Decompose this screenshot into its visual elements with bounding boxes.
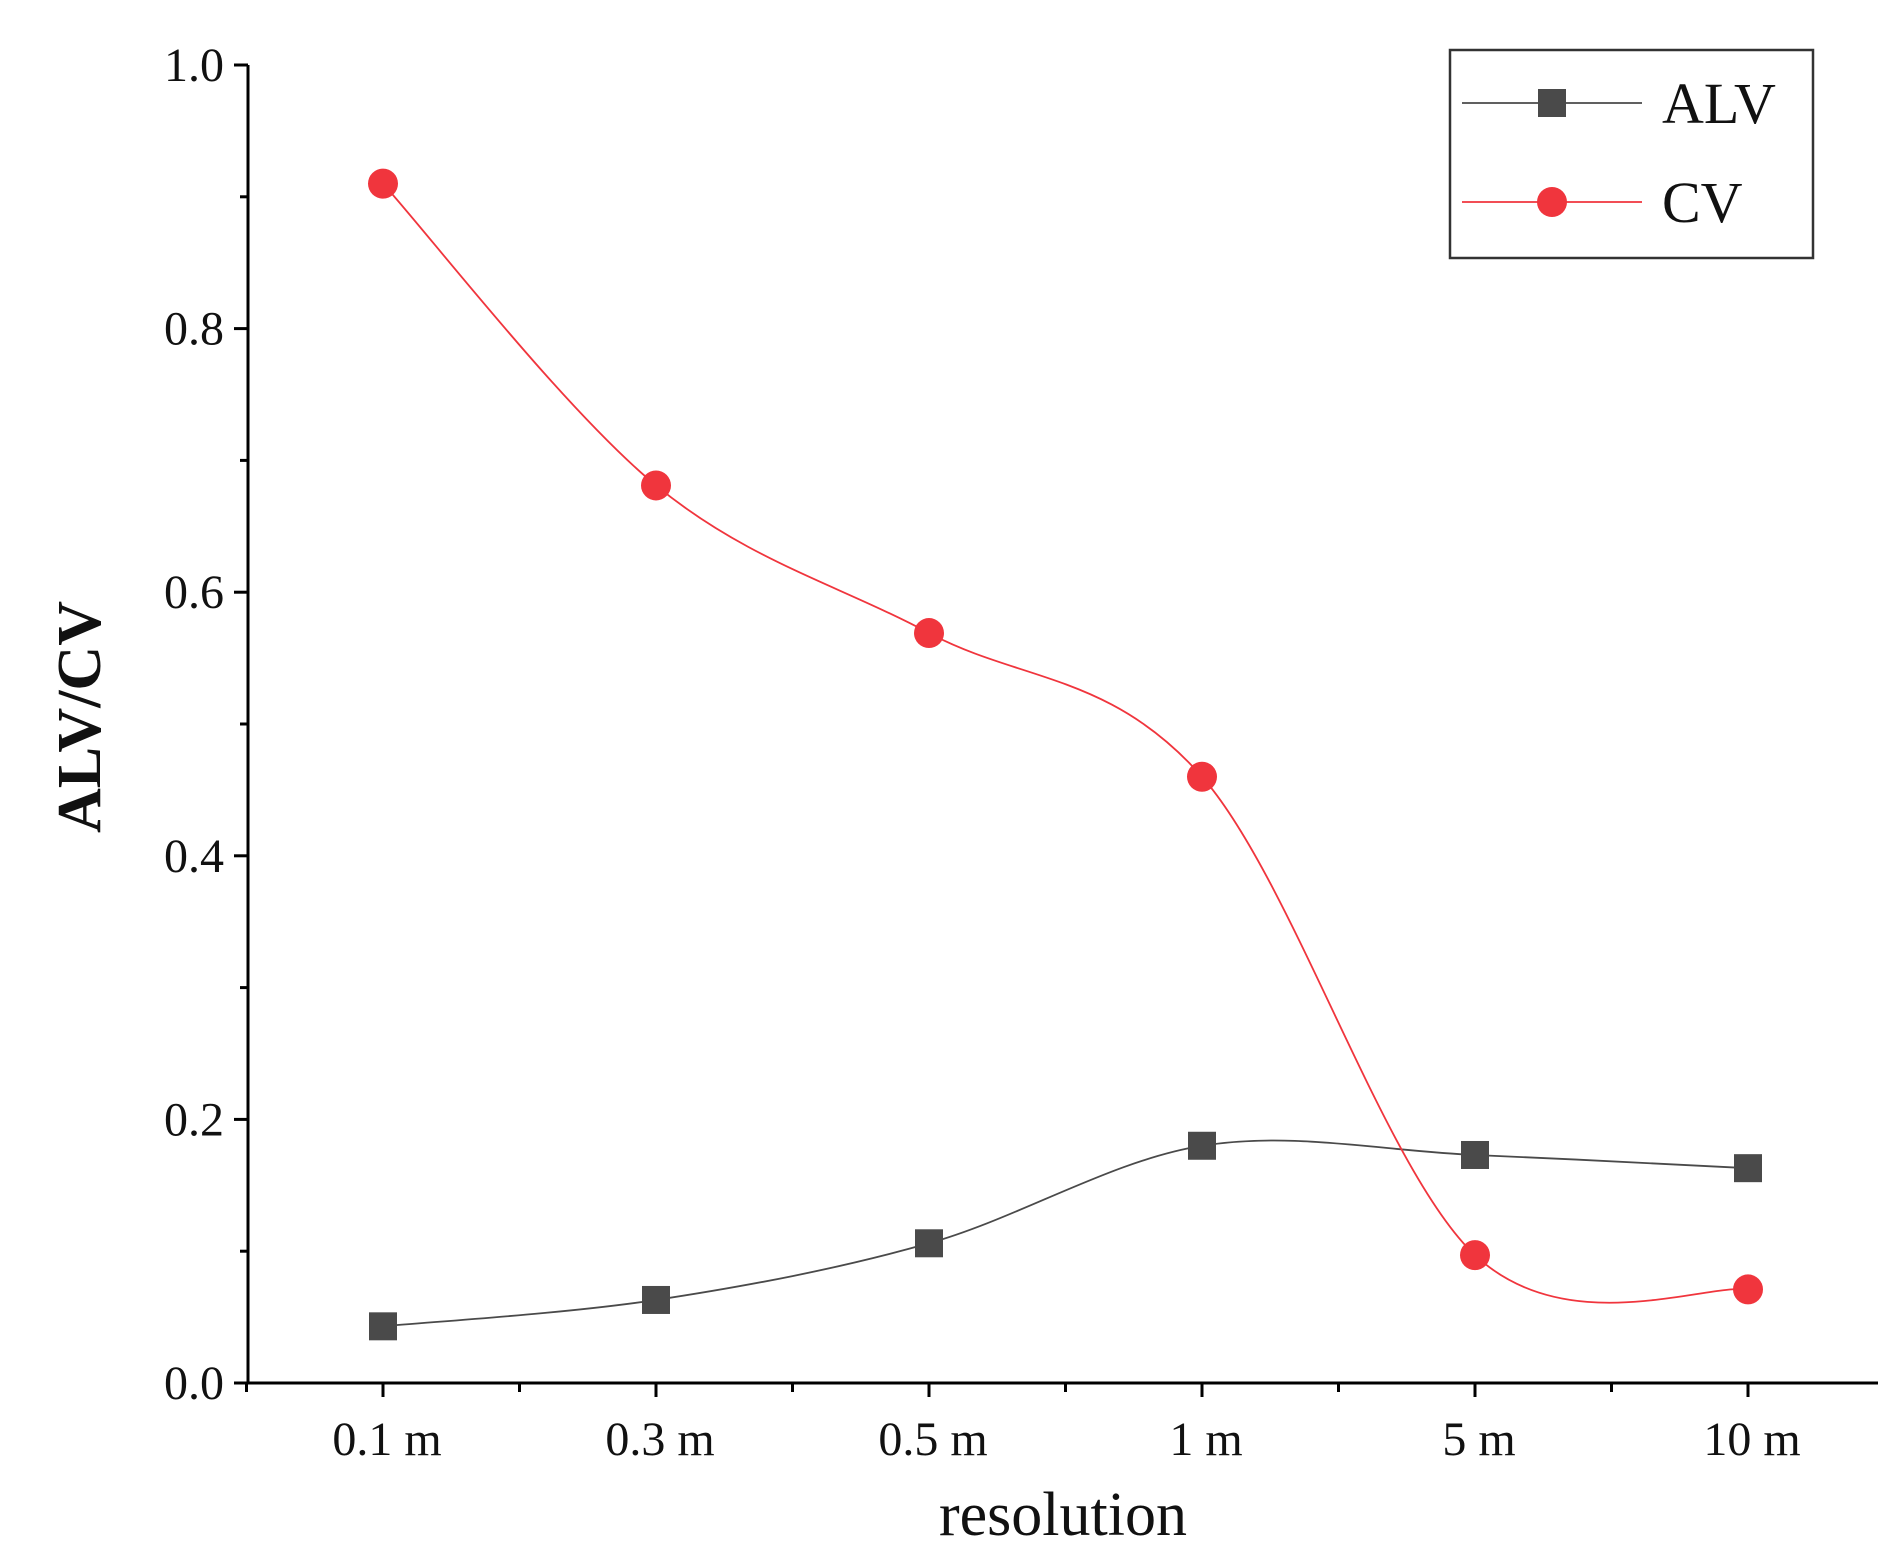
x-tick-label: 0.5 m — [878, 1413, 987, 1466]
data-point-cv — [1460, 1240, 1490, 1271]
series-line-cv — [382, 183, 1749, 1304]
series-layer — [368, 168, 1763, 1341]
series-cv — [368, 168, 1763, 1305]
legend-label-alv: ALV — [1662, 71, 1776, 136]
x-tick-label: 0.1 m — [332, 1413, 441, 1466]
x-tick-label: 10 m — [1703, 1413, 1800, 1466]
legend-marker-alv — [1538, 89, 1566, 117]
data-point-cv — [368, 168, 398, 199]
data-point-cv — [914, 618, 944, 649]
data-point-alv — [1734, 1154, 1762, 1183]
x-tick-label: 5 m — [1442, 1413, 1515, 1466]
data-point-cv — [641, 470, 671, 501]
data-point-cv — [1733, 1274, 1763, 1305]
data-point-alv — [369, 1312, 397, 1341]
data-point-cv — [1187, 761, 1217, 792]
y-tick-label: 0.6 — [164, 566, 224, 619]
series-line-alv — [382, 1139, 1749, 1328]
y-tick-label: 1.0 — [164, 39, 224, 92]
data-point-alv — [642, 1285, 670, 1314]
legend-label-cv: CV — [1662, 170, 1743, 235]
x-axis-title: resolution — [939, 1481, 1187, 1549]
data-point-alv — [1461, 1140, 1489, 1169]
x-tick-label: 1 m — [1169, 1413, 1242, 1466]
y-tick-label: 0.8 — [164, 303, 224, 356]
legend-marker-cv — [1537, 187, 1567, 217]
series-alv — [369, 1131, 1762, 1341]
x-tick-label: 0.3 m — [605, 1413, 714, 1466]
data-point-alv — [915, 1229, 943, 1258]
y-tick-label: 0.4 — [164, 830, 224, 883]
legend-box — [1448, 48, 1815, 260]
legend: ALV CV — [1448, 48, 1815, 260]
data-point-alv — [1188, 1131, 1216, 1160]
y-tick-label: 0.0 — [164, 1357, 224, 1410]
axes: 0.0 0.2 0.4 0.6 0.8 1.0 0.1 m 0.3 m 0.5 m 1 m 5 m 1… — [164, 39, 1878, 1466]
y-tick-label: 0.2 — [164, 1093, 224, 1146]
y-axis-title: ALV/CV — [46, 601, 114, 833]
